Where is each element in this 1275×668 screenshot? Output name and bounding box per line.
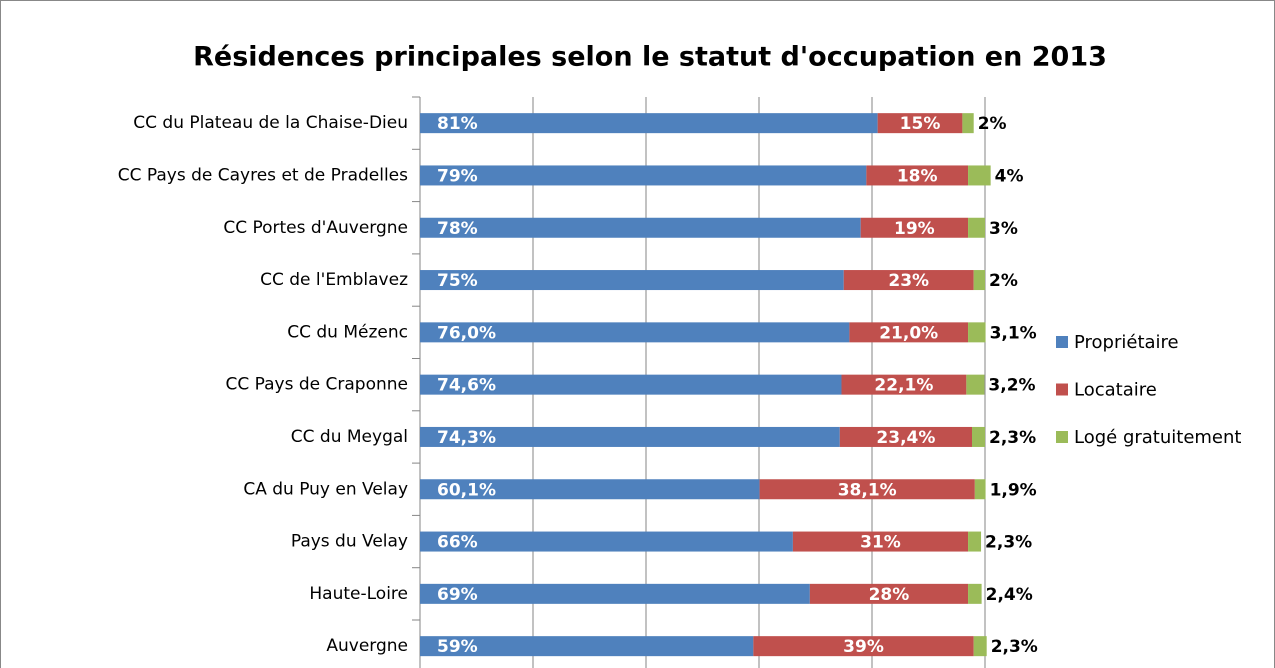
legend-label: Propriétaire (1074, 332, 1179, 353)
data-label: 66% (437, 533, 478, 553)
bar-segment (420, 217, 861, 238)
bar-segment (420, 531, 793, 552)
data-label: 2,3% (985, 533, 1032, 553)
data-label: 19% (894, 219, 935, 239)
category-label: CC du Mézenc (287, 322, 408, 342)
bar-segment (973, 270, 985, 291)
bar-segment (420, 374, 842, 395)
category-label: CC du Meygal (291, 427, 408, 447)
category-label: Haute-Loire (309, 584, 408, 604)
bar-segment (968, 531, 982, 552)
bar-segment (849, 322, 969, 343)
data-label: 2% (978, 114, 1007, 134)
legend-swatch (1056, 383, 1068, 396)
data-label: 3,1% (990, 323, 1037, 343)
data-label: 78% (437, 219, 478, 239)
data-label: 15% (900, 114, 941, 134)
data-label: 2,4% (986, 585, 1033, 605)
data-label: 18% (897, 166, 938, 186)
category-label: CC du Plateau de la Chaise-Dieu (133, 113, 408, 133)
category-label: Pays du Velay (291, 532, 408, 552)
bar-segment (968, 322, 986, 343)
bar-segment (420, 636, 754, 657)
data-label: 60,1% (437, 480, 496, 500)
bar-segment (973, 636, 987, 657)
legend-swatch (1056, 336, 1068, 348)
bar-segment (839, 426, 973, 447)
data-label: 74,3% (437, 428, 496, 448)
bar-segment (753, 636, 974, 657)
category-label: CC Pays de Craponne (225, 375, 408, 395)
data-label: 39% (843, 637, 884, 657)
data-label: 38,1% (838, 480, 897, 500)
data-label: 2% (989, 271, 1018, 291)
data-label: 75% (437, 271, 478, 291)
data-label: 2,3% (989, 428, 1036, 448)
data-label: 31% (860, 533, 901, 553)
data-label: 69% (437, 585, 478, 605)
category-label: CC Pays de Cayres et de Pradelles (118, 165, 408, 185)
legend-label: Logé gratuitement (1074, 427, 1241, 448)
bar-segment (866, 165, 969, 186)
data-label: 1,9% (990, 480, 1037, 500)
bar-segment (968, 217, 985, 238)
legend-label: Locataire (1074, 380, 1157, 401)
bar-segment (420, 426, 840, 447)
bar-segment (877, 113, 963, 134)
data-label: 76,0% (437, 323, 496, 343)
bar-segment (974, 479, 986, 500)
data-label: 23,4% (876, 428, 935, 448)
bar-segment (420, 322, 850, 343)
bar-segment (809, 583, 969, 604)
bar-segment (966, 374, 985, 395)
category-label: CA du Puy en Velay (243, 479, 408, 499)
data-label: 74,6% (437, 376, 496, 396)
bar-segment (420, 479, 760, 500)
data-label: 22,1% (874, 376, 933, 396)
data-label: 3,2% (988, 376, 1035, 396)
bar-segment (420, 113, 878, 134)
data-label: 4% (995, 166, 1024, 186)
bar-segment (420, 270, 844, 291)
bar-segment (968, 165, 991, 186)
data-label: 28% (869, 585, 910, 605)
data-label: 79% (437, 166, 478, 186)
category-label: CC de l'Emblavez (260, 270, 408, 290)
legend-swatch (1056, 431, 1068, 443)
bar-segment (841, 374, 967, 395)
bar-segment (860, 217, 969, 238)
bar-segment (843, 270, 974, 291)
bar-segment (968, 583, 982, 604)
bar-segment (420, 583, 810, 604)
data-label: 81% (437, 114, 478, 134)
data-label: 23% (888, 271, 929, 291)
chart-title: Résidences principales selon le statut d… (193, 42, 1107, 73)
bar-segment (962, 113, 974, 134)
bar-segment (420, 165, 867, 186)
data-label: 59% (437, 637, 478, 657)
data-label: 2,3% (991, 637, 1038, 657)
category-label: Auvergne (326, 636, 408, 656)
bar-segment (972, 426, 985, 447)
data-label: 21,0% (879, 323, 938, 343)
data-label: 3% (989, 219, 1018, 239)
category-label: CC Portes d'Auvergne (223, 218, 408, 238)
bar-segment (759, 479, 975, 500)
bar-segment (792, 531, 969, 552)
